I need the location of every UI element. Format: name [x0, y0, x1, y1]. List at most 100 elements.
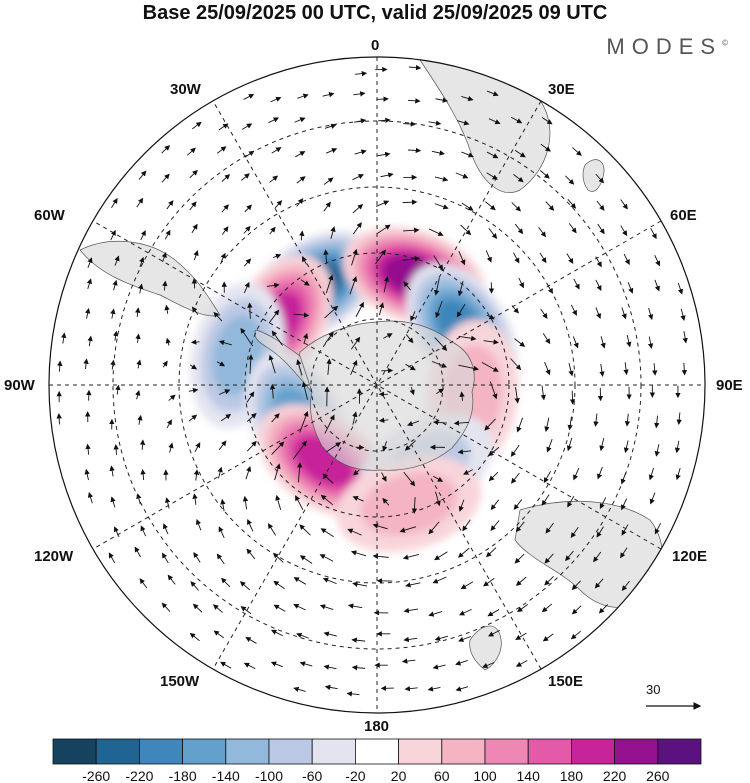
wind-vector	[431, 360, 448, 368]
wind-vector	[330, 226, 336, 239]
wind-vector	[378, 302, 385, 316]
wind-vector	[402, 554, 420, 560]
wind-vector	[410, 311, 416, 322]
wind-vector	[352, 496, 364, 502]
wind-vector	[324, 331, 334, 344]
longitude-label-120w: 120W	[34, 548, 74, 565]
wind-vector	[320, 528, 334, 538]
wind-vector	[352, 581, 368, 587]
wind-vector	[136, 359, 142, 369]
wind-vector	[322, 577, 337, 585]
wind-vector	[354, 70, 368, 77]
wind-vector	[84, 468, 90, 481]
wind-vector	[108, 552, 116, 564]
wind-vector	[375, 200, 390, 207]
wind-vector	[680, 308, 686, 322]
wind-vector	[294, 117, 306, 123]
wind-vector	[676, 412, 682, 425]
longitude-label-150e: 150E	[548, 673, 584, 690]
wind-vector	[166, 419, 172, 429]
wind-vector	[115, 384, 121, 395]
wind-vector	[218, 389, 231, 395]
colorbar-tick-label: 180	[560, 768, 584, 783]
latitude-circle-eq	[178, 186, 576, 584]
wind-vector	[268, 309, 280, 324]
colorbar-swatch	[268, 738, 313, 765]
wind-vector	[461, 95, 474, 102]
wind-vector	[301, 381, 308, 400]
wind-vector	[599, 438, 605, 452]
wind-vector	[488, 629, 501, 637]
wind-vector	[541, 117, 553, 125]
wind-vector	[324, 123, 337, 129]
wind-vector	[403, 607, 419, 614]
wind-vector	[570, 527, 579, 538]
wind-vector	[293, 312, 310, 318]
wind-vector	[515, 521, 525, 533]
wind-vector	[135, 333, 141, 343]
wind-vector	[350, 550, 367, 557]
wind-vector	[514, 338, 526, 347]
wind-vector	[620, 547, 628, 559]
wind-vector	[270, 629, 284, 637]
wind-vector	[164, 229, 171, 240]
wind-vector	[432, 419, 447, 426]
wind-vector	[268, 354, 276, 374]
wind-vector	[266, 282, 280, 289]
wind-vector	[140, 469, 146, 481]
wind-vector	[218, 340, 232, 346]
wind-vector	[217, 466, 223, 479]
wind-vector	[545, 522, 554, 534]
wind-vector	[220, 413, 232, 422]
wind-vector	[85, 307, 91, 319]
wind-vector	[434, 551, 448, 561]
wind-vector	[463, 469, 473, 475]
wind-vector	[542, 333, 551, 345]
wind-vector	[354, 149, 367, 155]
longitude-label-90w: 90W	[4, 377, 35, 394]
wind-vector	[325, 274, 334, 294]
colorbar-swatch	[614, 738, 659, 765]
wind-vector	[112, 330, 119, 341]
wind-vector	[110, 308, 116, 319]
wind-vector	[627, 282, 634, 294]
wind-vector	[377, 151, 391, 158]
wind-vector	[346, 691, 360, 697]
wind-vector	[647, 336, 654, 349]
wind-vector	[377, 224, 391, 234]
wind-vector	[434, 337, 448, 351]
wind-vector	[650, 228, 657, 240]
meridian-150e-30w	[212, 100, 542, 670]
wind-vector	[488, 471, 499, 482]
wind-vector	[456, 304, 466, 318]
wind-vector	[599, 363, 605, 377]
wind-vector	[453, 420, 469, 426]
wind-vector	[271, 330, 283, 346]
wind-vector	[544, 553, 554, 564]
wind-vector	[567, 198, 577, 209]
wind-vector	[351, 664, 366, 671]
wind-vector	[296, 176, 306, 184]
wind-vector	[193, 250, 199, 261]
colorbar-swatch	[138, 738, 183, 765]
wind-vector	[376, 96, 389, 102]
wind-vector	[136, 493, 142, 505]
wind-vector	[540, 385, 546, 401]
wind-vector	[271, 147, 282, 154]
wind-vector	[221, 204, 229, 213]
wind-vector	[483, 339, 499, 345]
longitude-label-150w: 150W	[160, 673, 200, 690]
wind-vector	[513, 174, 524, 183]
wind-vector	[240, 606, 252, 615]
graticule	[49, 57, 705, 713]
wind-vector	[432, 664, 446, 670]
wind-vector	[485, 547, 497, 558]
wind-vector	[434, 176, 449, 182]
wind-vector	[572, 147, 582, 156]
wind-vector	[403, 636, 418, 643]
wind-vector	[195, 519, 202, 531]
colorbar-swatch	[182, 738, 227, 765]
antarctic-peninsula	[254, 329, 313, 393]
meridian-30e-150w	[212, 100, 542, 670]
wind-vector	[623, 253, 630, 266]
